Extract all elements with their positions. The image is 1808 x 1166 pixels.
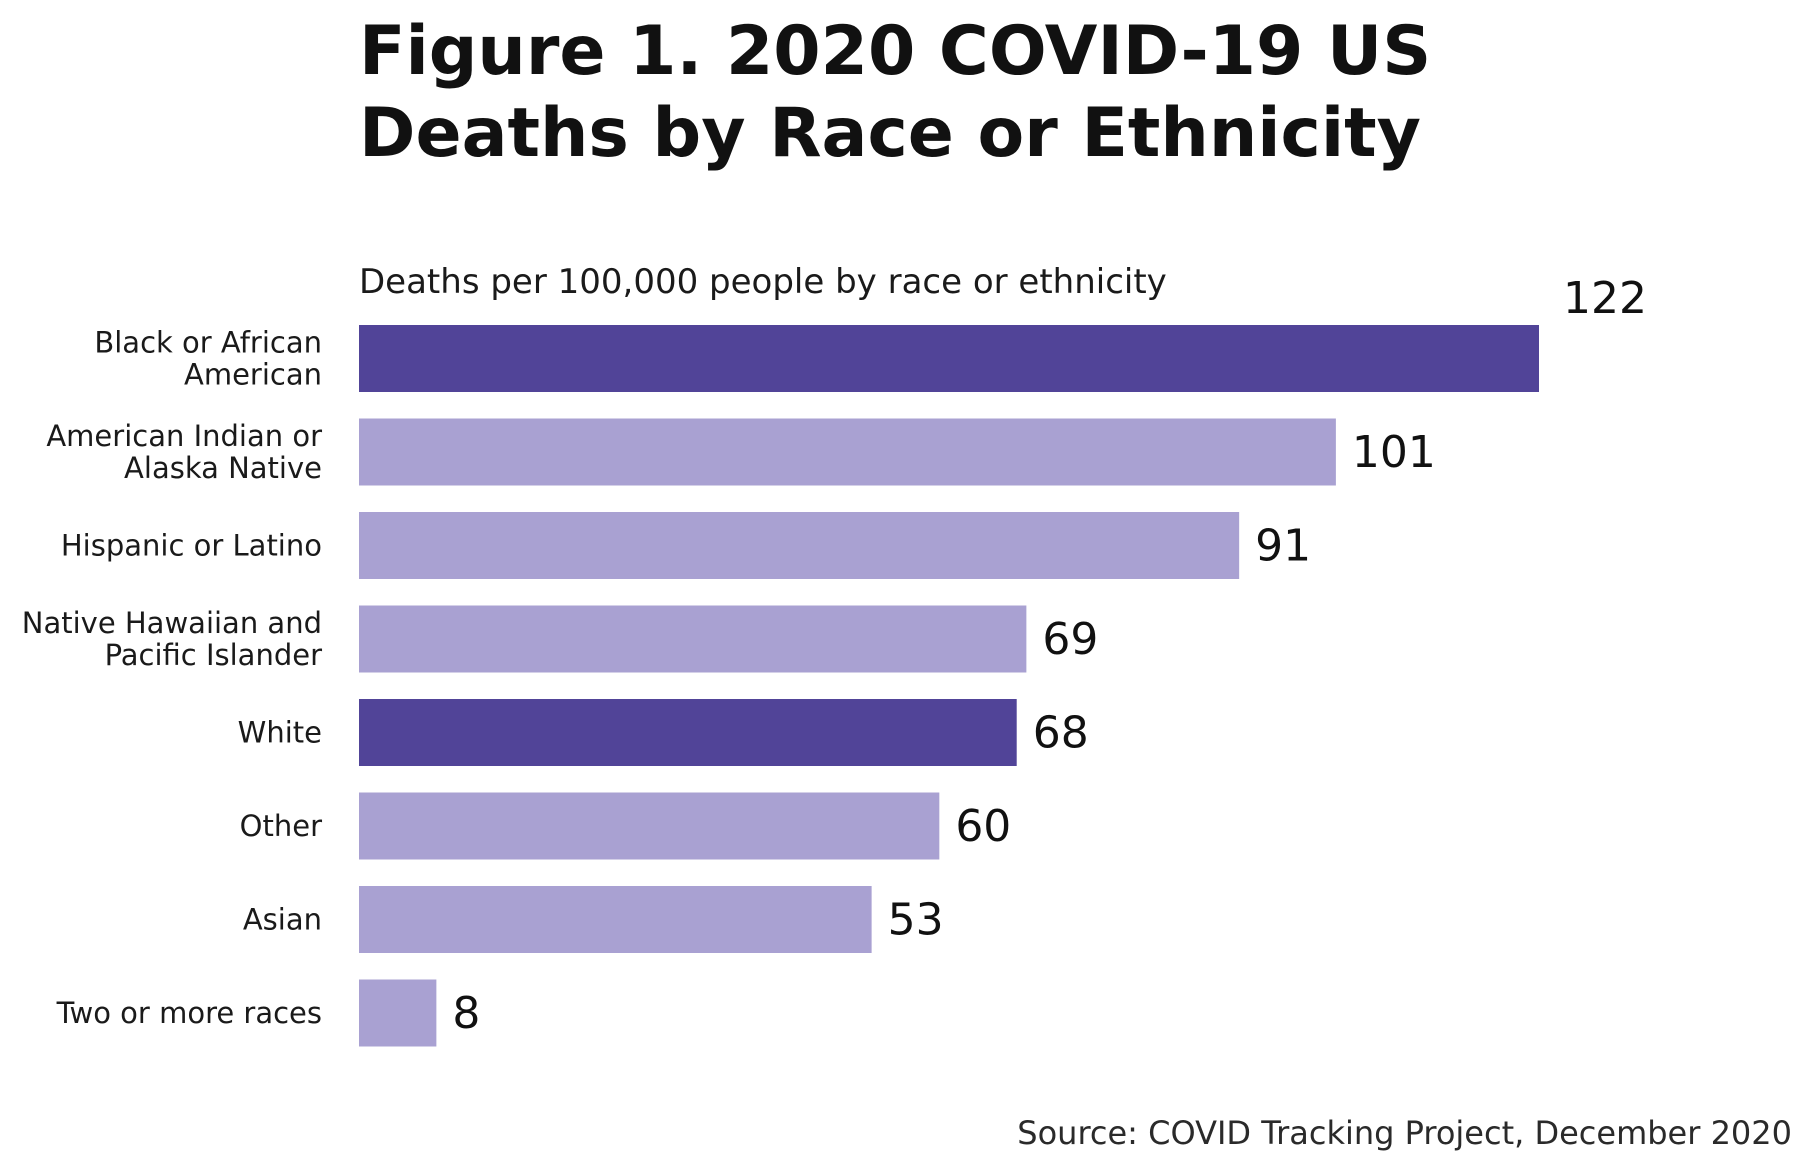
value-label-4: 69: [1042, 614, 1098, 665]
value-label-8: 8: [452, 988, 480, 1039]
category-label-7-line-1: Asian: [243, 903, 322, 937]
bar-4: [359, 606, 1026, 673]
category-label-6-line-1: Other: [240, 809, 322, 843]
category-label-3: Hispanic or Latino: [61, 529, 322, 563]
category-label-2: American Indian or Alaska Native: [46, 419, 322, 485]
category-label-2-line-1: American Indian or: [46, 419, 322, 453]
category-label-4-line-2: Pacific Islander: [105, 638, 323, 672]
bar-5: [359, 699, 1017, 766]
bar-8: [359, 980, 436, 1047]
category-label-8: Two or more races: [56, 996, 322, 1030]
chart-subtitle: Deaths per 100,000 people by race or eth…: [359, 262, 1167, 302]
category-label-1: Black or African American: [94, 326, 322, 392]
category-label-1-line-2: American: [184, 358, 322, 392]
category-label-7: Asian: [243, 903, 322, 937]
value-label-1: 122: [1563, 273, 1647, 324]
source-note: Source: COVID Tracking Project, December…: [1017, 1114, 1792, 1152]
category-label-2-line-2: Alaska Native: [124, 451, 322, 485]
chart-title-line-1: Figure 1. 2020 COVID-19 US: [359, 12, 1431, 91]
value-label-7: 53: [888, 895, 944, 946]
value-label-3: 91: [1255, 521, 1311, 572]
value-label-2: 101: [1352, 427, 1436, 478]
category-labels: Black or African American American Indian …: [22, 326, 322, 1031]
bar-6: [359, 793, 939, 860]
category-label-1-line-1: Black or African: [94, 326, 322, 360]
bar-7: [359, 886, 872, 953]
bar-2: [359, 419, 1336, 486]
value-label-5: 68: [1033, 708, 1089, 759]
category-label-6: Other: [240, 809, 322, 843]
category-label-4: Native Hawaiian and Pacific Islander: [22, 606, 322, 672]
category-label-3-line-1: Hispanic or Latino: [61, 529, 322, 563]
value-label-6: 60: [955, 801, 1011, 852]
chart-title-line-2: Deaths by Race or Ethnicity: [359, 94, 1421, 173]
category-label-8-line-1: Two or more races: [56, 996, 322, 1030]
bar-1: [359, 325, 1539, 392]
category-label-4-line-1: Native Hawaiian and: [22, 606, 322, 640]
category-label-5-line-1: White: [238, 716, 322, 750]
category-label-5: White: [238, 716, 322, 750]
bar-3: [359, 512, 1239, 579]
